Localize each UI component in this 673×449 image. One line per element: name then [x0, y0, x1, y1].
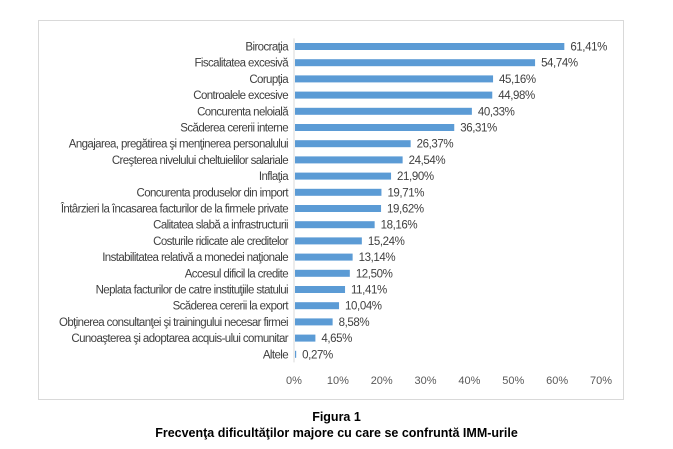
data-label: 4,65%: [321, 333, 352, 345]
x-tick-label: 40%: [458, 375, 480, 387]
data-label: 36,31%: [460, 123, 497, 135]
category-label: Accesul dificil la credite: [185, 268, 288, 280]
bar: [295, 334, 316, 342]
category-label: Costurile ridicate ale creditelor: [153, 236, 289, 248]
bar: [295, 318, 333, 326]
bar: [295, 205, 382, 212]
category-label: Creşterea nivelului cheltuielilor salari…: [112, 155, 288, 167]
data-label: 44,98%: [498, 90, 535, 102]
x-tick-label: 10%: [327, 375, 349, 387]
data-label: 21,90%: [397, 171, 434, 183]
data-label: 54,74%: [541, 58, 578, 70]
category-label: Neplata facturilor de catre instituţiile…: [96, 285, 288, 297]
bar: [295, 302, 340, 310]
category-label: Corupţia: [249, 74, 289, 86]
data-label: 15,24%: [368, 236, 405, 248]
bar: [295, 237, 362, 245]
data-label: 61,41%: [570, 42, 607, 54]
bar: [295, 140, 411, 148]
category-label: Controalele excesive: [193, 90, 288, 102]
data-label: 12,50%: [356, 268, 393, 280]
category-label: Inflaţia: [259, 171, 289, 183]
bar: [295, 269, 350, 277]
bar: [295, 253, 353, 261]
bar: [295, 59, 536, 67]
data-label: 13,14%: [359, 252, 396, 264]
category-label: Cunoaşterea şi adoptarea acquis-ului com…: [71, 333, 288, 345]
x-tick-label: 0%: [286, 375, 302, 387]
data-label: 26,37%: [417, 139, 454, 151]
category-label: Concurenta produselor din import: [137, 187, 290, 199]
x-tick-label: 50%: [502, 375, 524, 387]
bar: [295, 286, 346, 293]
bar: [295, 43, 565, 50]
data-label: 10,04%: [345, 301, 382, 313]
category-label: Instabilitatea relativă a monedei naţion…: [102, 252, 288, 264]
bar: [295, 91, 493, 99]
data-label: 19,62%: [387, 204, 424, 216]
figure-number: Figura 1: [312, 410, 361, 424]
bar: [295, 221, 375, 229]
category-label: Angajarea, pregătirea şi menţinerea pers…: [69, 139, 288, 151]
x-tick-label: 70%: [590, 375, 612, 387]
category-label: Scăderea cererii interne: [180, 123, 288, 135]
category-label: Scăderea cererii la export: [173, 301, 290, 313]
data-label: 45,16%: [499, 74, 536, 86]
category-label: Obţinerea consultanţei şi trainingului n…: [59, 317, 288, 329]
data-label: 19,71%: [387, 187, 424, 199]
bar: [295, 350, 297, 358]
category-label: Întârzieri la încasarea facturilor de la…: [60, 203, 288, 216]
bar: [295, 156, 403, 164]
bar: [295, 75, 494, 83]
bar: [295, 124, 455, 131]
chart-title: Frecvenţa dificultăţilor majore cu care …: [155, 426, 518, 440]
data-label: 11,41%: [351, 285, 387, 297]
category-label: Altele: [263, 349, 288, 361]
data-label: 8,58%: [339, 317, 370, 329]
data-label: 18,16%: [381, 220, 418, 232]
data-label: 0,27%: [302, 349, 333, 361]
category-label: Birocraţia: [245, 42, 289, 54]
bar: [295, 188, 382, 196]
category-label: Concurenta neloială: [197, 106, 289, 118]
data-label: 24,54%: [409, 155, 446, 167]
x-tick-label: 30%: [415, 375, 437, 387]
bar: [295, 107, 472, 115]
category-label: Fiscalitatea excesivă: [194, 58, 289, 70]
x-tick-label: 20%: [371, 375, 393, 387]
category-label: Calitatea slabă a infrastructurii: [153, 220, 288, 232]
data-label: 40,33%: [478, 106, 515, 118]
x-tick-label: 60%: [546, 375, 568, 387]
bar: [295, 172, 392, 180]
